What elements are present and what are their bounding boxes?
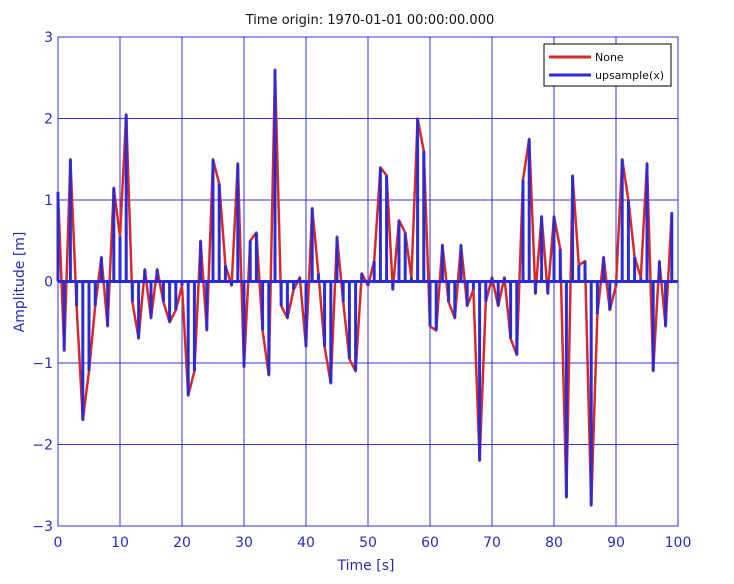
y-tick-label: 3: [44, 30, 53, 46]
x-tick-label: 10: [111, 535, 129, 551]
series-none: [56, 68, 674, 507]
x-tick-label: 40: [297, 535, 315, 551]
x-tick-label: 90: [607, 535, 625, 551]
x-tick-label: 70: [483, 535, 501, 551]
x-tick-label: 100: [665, 535, 692, 551]
x-tick-label: 60: [421, 535, 439, 551]
legend-label-none: None: [595, 51, 624, 64]
x-tick-label: 50: [359, 535, 377, 551]
y-axis-title: Amplitude [m]: [12, 232, 28, 333]
x-axis-title: Time [s]: [337, 558, 395, 574]
series-line-none: [56, 68, 674, 507]
legend: None upsample(x): [543, 43, 672, 87]
y-tick-label: 1: [44, 193, 53, 209]
axes: 0 10 20 30 40 50 60 70 80 90 100 −3 −2 −1 0 1 2 3: [32, 30, 691, 551]
y-tick-label: −3: [32, 519, 53, 535]
y-tick-label: −1: [32, 356, 53, 372]
y-tick-label: 0: [44, 275, 53, 291]
y-tick-label: −2: [32, 438, 53, 454]
x-tick-label: 20: [173, 535, 191, 551]
legend-box: [543, 43, 672, 87]
y-tick-label: 2: [44, 112, 53, 128]
x-tick-label: 0: [54, 535, 63, 551]
x-tick-label: 80: [545, 535, 563, 551]
legend-label-upsample: upsample(x): [595, 69, 664, 82]
x-tick-label: 30: [235, 535, 253, 551]
chart-title: Time origin: 1970-01-01 00:00:00.000: [245, 13, 495, 28]
series-upsample: [56, 69, 678, 506]
